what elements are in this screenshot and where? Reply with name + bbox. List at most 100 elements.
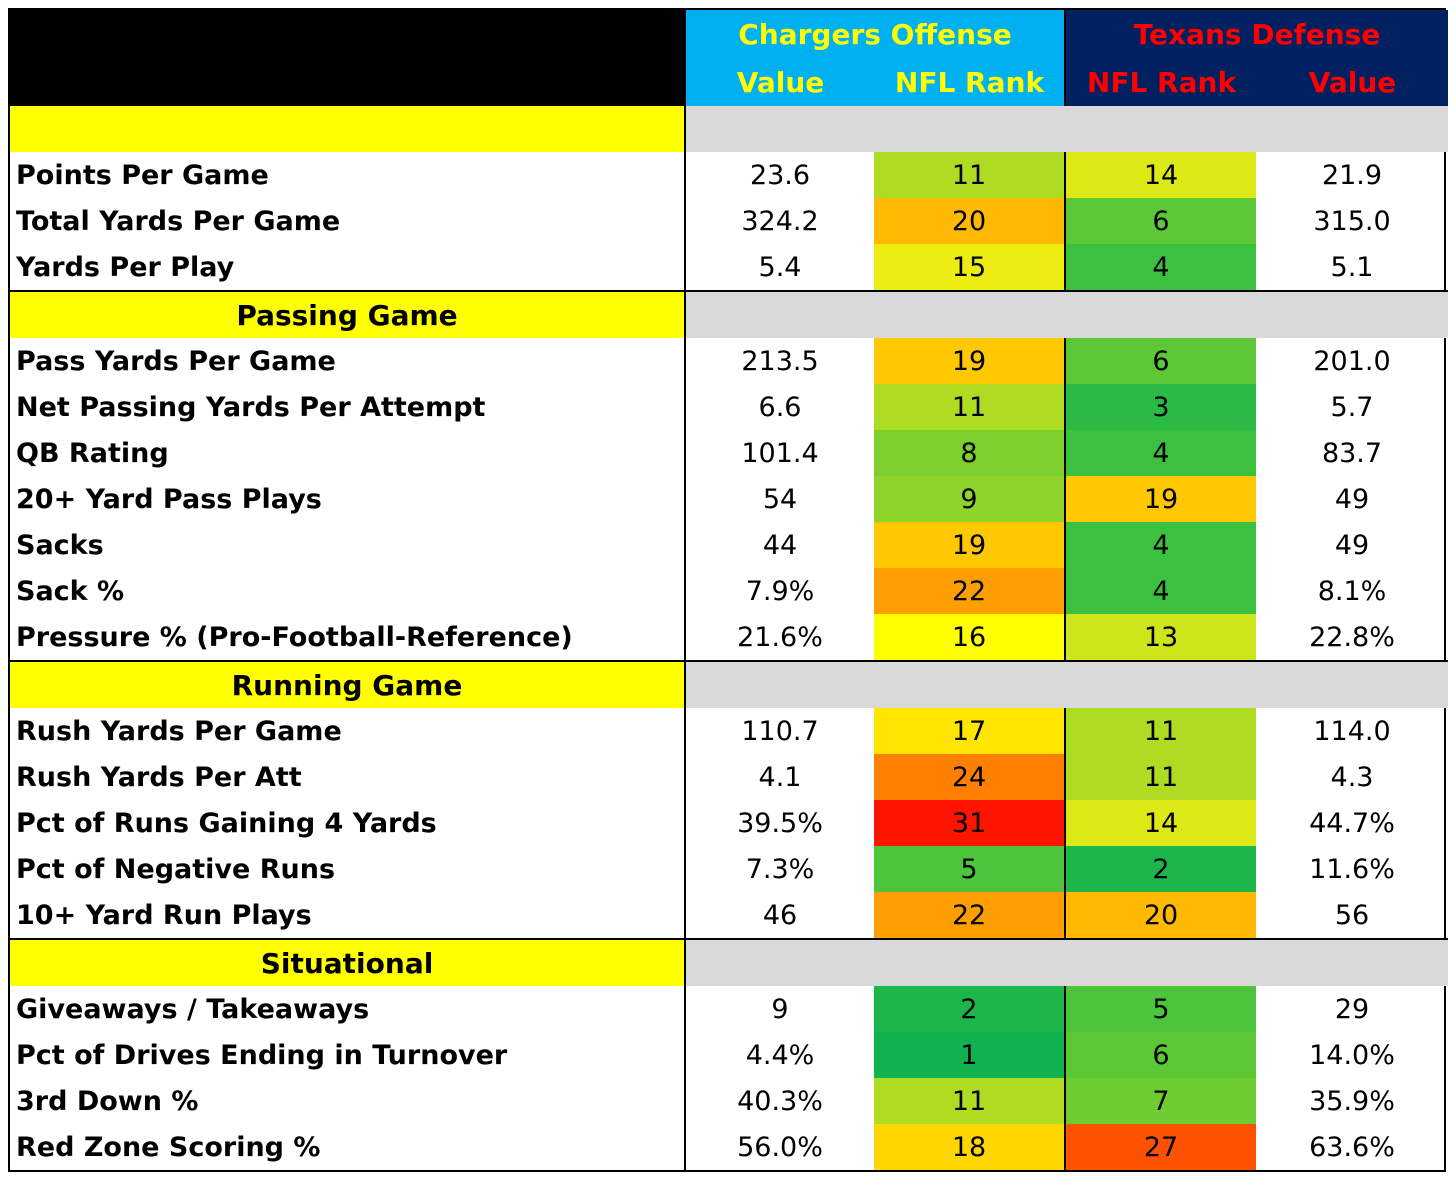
defense-value: 44.7% — [1309, 807, 1395, 839]
stat-label: 3rd Down % — [16, 1085, 199, 1117]
offense-value: 39.5% — [684, 800, 874, 846]
section-title — [10, 106, 684, 152]
defense-value: 11.6% — [1309, 853, 1395, 885]
stat-label: Net Passing Yards Per Attempt — [16, 391, 486, 423]
stat-label: Points Per Game — [16, 159, 269, 191]
defense-rank: 19 — [1064, 476, 1256, 522]
offense-rank: 18 — [874, 1124, 1064, 1170]
defense-value: 83.7 — [1321, 437, 1383, 469]
offense-value: 23.6 — [684, 152, 874, 198]
offense-value: 110.7 — [684, 708, 874, 754]
offense-rank: 11 — [874, 152, 1064, 198]
offense-value: 6.6 — [684, 384, 874, 430]
offense-value-header: Value — [736, 65, 825, 99]
defense-value: 201.0 — [1313, 345, 1391, 377]
offense-title: Chargers Offense — [738, 17, 1012, 51]
defense-value: 29 — [1334, 993, 1370, 1025]
defense-rank: 2 — [1064, 846, 1256, 892]
stat-label: Rush Yards Per Att — [16, 761, 302, 793]
stat-label: Pass Yards Per Game — [16, 345, 336, 377]
stat-label: Yards Per Play — [16, 251, 235, 283]
offense-rank: 15 — [874, 244, 1064, 290]
defense-value: 56 — [1334, 899, 1370, 931]
offense-rank-header: NFL Rank — [894, 65, 1045, 99]
stat-label: QB Rating — [16, 437, 169, 469]
offense-rank: 8 — [874, 430, 1064, 476]
stat-label: Pressure % (Pro-Football-Reference) — [16, 621, 573, 653]
comparison-grid: Chargers Offense Value NFL Rank Texans D… — [8, 8, 1448, 1172]
defense-rank: 27 — [1064, 1124, 1256, 1170]
stat-label: Pct of Drives Ending in Turnover — [16, 1039, 508, 1071]
defense-rank: 14 — [1064, 152, 1256, 198]
defense-value: 49 — [1334, 529, 1370, 561]
offense-rank: 1 — [874, 1032, 1064, 1078]
offense-value: 4.1 — [684, 754, 874, 800]
defense-rank: 6 — [1064, 198, 1256, 244]
defense-rank: 11 — [1064, 708, 1256, 754]
stat-label: Pct of Runs Gaining 4 Yards — [16, 807, 437, 839]
defense-rank: 14 — [1064, 800, 1256, 846]
offense-rank: 22 — [874, 892, 1064, 938]
defense-value: 63.6% — [1309, 1131, 1395, 1163]
defense-value: 21.9 — [1321, 159, 1383, 191]
defense-title: Texans Defense — [1133, 17, 1381, 51]
offense-rank: 19 — [874, 338, 1064, 384]
defense-rank-header: NFL Rank — [1086, 65, 1237, 99]
section-title: Running Game — [10, 660, 684, 708]
header-corner — [10, 10, 684, 106]
defense-value: 5.1 — [1330, 251, 1374, 283]
defense-rank: 4 — [1064, 430, 1256, 476]
defense-value: 315.0 — [1313, 205, 1391, 237]
defense-value: 4.3 — [1330, 761, 1374, 793]
offense-value: 4.4% — [684, 1032, 874, 1078]
stat-label: Sack % — [16, 575, 125, 607]
section-title: Passing Game — [10, 290, 684, 338]
offense-rank: 17 — [874, 708, 1064, 754]
defense-value: 8.1% — [1317, 575, 1387, 607]
offense-rank: 11 — [874, 1078, 1064, 1124]
offense-rank: 16 — [874, 614, 1064, 660]
defense-rank: 11 — [1064, 754, 1256, 800]
offense-header: Chargers Offense Value NFL Rank — [684, 10, 1064, 106]
defense-value: 49 — [1334, 483, 1370, 515]
defense-rank: 6 — [1064, 1032, 1256, 1078]
offense-rank: 22 — [874, 568, 1064, 614]
offense-value: 9 — [684, 986, 874, 1032]
section-title-fill — [684, 290, 1448, 338]
offense-value: 44 — [684, 522, 874, 568]
offense-rank: 19 — [874, 522, 1064, 568]
defense-rank: 5 — [1064, 986, 1256, 1032]
offense-value: 324.2 — [684, 198, 874, 244]
offense-rank: 20 — [874, 198, 1064, 244]
offense-value: 54 — [684, 476, 874, 522]
defense-value: 35.9% — [1309, 1085, 1395, 1117]
offense-rank: 2 — [874, 986, 1064, 1032]
offense-value: 101.4 — [684, 430, 874, 476]
defense-value: 114.0 — [1313, 715, 1391, 747]
offense-rank: 9 — [874, 476, 1064, 522]
defense-rank: 20 — [1064, 892, 1256, 938]
defense-rank: 3 — [1064, 384, 1256, 430]
stat-label: Giveaways / Takeaways — [16, 993, 370, 1025]
stat-label: Pct of Negative Runs — [16, 853, 336, 885]
offense-rank: 31 — [874, 800, 1064, 846]
offense-value: 7.3% — [684, 846, 874, 892]
stat-label: 10+ Yard Run Plays — [16, 899, 312, 931]
offense-value: 5.4 — [684, 244, 874, 290]
offense-rank: 5 — [874, 846, 1064, 892]
stat-label: Total Yards Per Game — [16, 205, 341, 237]
defense-value: 5.7 — [1330, 391, 1374, 423]
offense-value: 213.5 — [684, 338, 874, 384]
offense-value: 40.3% — [684, 1078, 874, 1124]
stat-label: Sacks — [16, 529, 104, 561]
defense-rank: 6 — [1064, 338, 1256, 384]
offense-rank: 11 — [874, 384, 1064, 430]
stat-label: Rush Yards Per Game — [16, 715, 342, 747]
defense-value-header: Value — [1308, 65, 1397, 99]
offense-value: 21.6% — [684, 614, 874, 660]
defense-rank: 4 — [1064, 568, 1256, 614]
section-title-fill — [684, 106, 1448, 152]
defense-header: Texans Defense NFL Rank Value — [1064, 10, 1448, 106]
defense-rank: 7 — [1064, 1078, 1256, 1124]
